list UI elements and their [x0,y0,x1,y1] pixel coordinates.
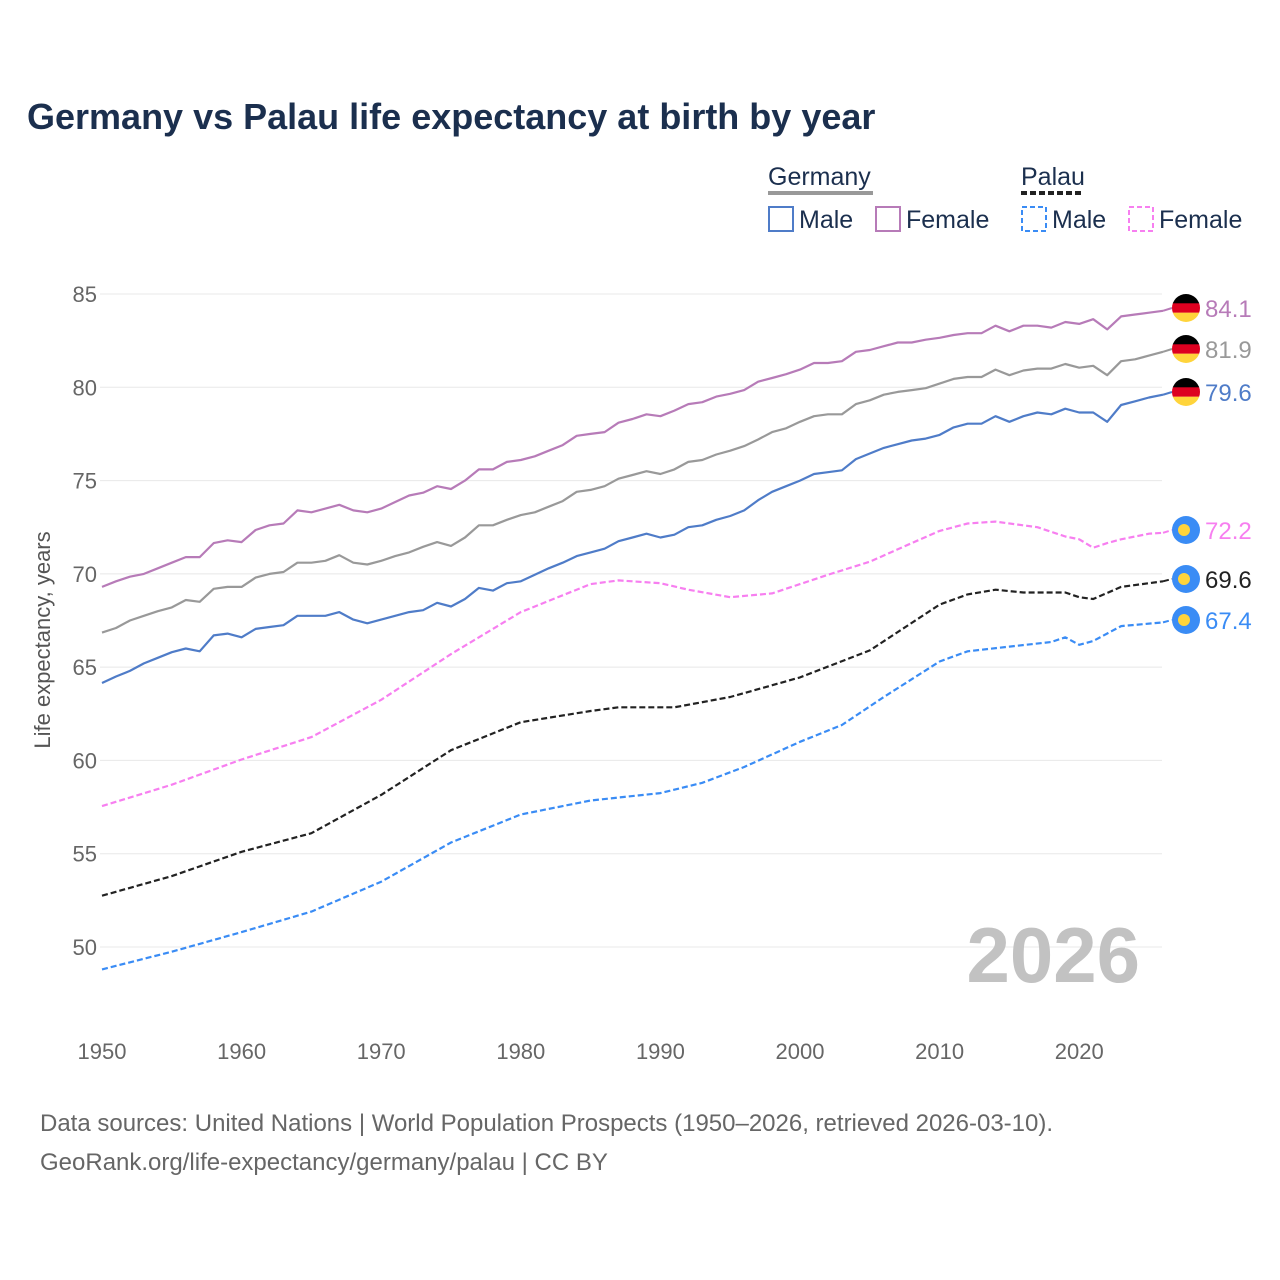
legend-palau-female-swatch [1128,206,1154,232]
y-tick-label: 85 [73,282,97,307]
y-tick-label: 55 [73,842,97,867]
end-connector [1162,307,1173,312]
y-tick-label: 75 [73,469,97,494]
legend-palau-male: Male [1052,206,1106,234]
end-value-label: 69.6 [1205,567,1252,594]
end-connector [1162,578,1173,583]
series-line-germany-total [101,350,1164,634]
y-tick-label: 80 [73,375,97,400]
end-value-label: 67.4 [1205,608,1252,635]
x-tick-label: 1980 [496,1039,545,1064]
x-tick-label: 2020 [1055,1039,1104,1064]
x-tick-label: 1970 [357,1039,406,1064]
end-connector [1162,619,1173,624]
y-tick-label: 70 [73,562,97,587]
legend-germany-male: Male [799,206,853,234]
year-watermark: 2026 [966,911,1140,999]
legend-germany-male-swatch [768,206,794,232]
x-tick-label: 2010 [915,1039,964,1064]
y-axis-label: Life expectancy, years [30,531,55,748]
legend-germany-female: Female [906,206,989,234]
x-tick-label: 1960 [217,1039,266,1064]
series-line-palau-male [101,621,1164,971]
end-connector [1162,391,1173,396]
germany-flag-icon [1172,378,1200,406]
chart-title: Germany vs Palau life expectancy at birt… [27,96,875,137]
series-line-palau-female [101,520,1164,808]
series-line-palau-total [101,580,1164,897]
end-connector [1162,348,1173,353]
y-tick-label: 65 [73,655,97,680]
palau-flag-icon [1172,606,1200,634]
palau-flag-icon [1172,516,1200,544]
legend-group-germany: Germany [768,163,871,191]
end-value-label: 84.1 [1205,296,1252,323]
y-tick-label: 60 [73,748,97,773]
legend: Germany Male Female Palau Male Female [768,163,1242,234]
palau-flag-icon [1172,565,1200,593]
x-tick-label: 1950 [78,1039,127,1064]
series-line-germany-female [101,309,1164,588]
source-line-2: GeoRank.org/life-expectancy/germany/pala… [40,1149,608,1176]
series-line-germany-male [101,393,1164,684]
end-value-label: 72.2 [1205,518,1252,545]
germany-flag-icon [1172,335,1200,363]
end-value-label: 79.6 [1205,380,1252,407]
x-tick-label: 2000 [776,1039,825,1064]
germany-flag-icon [1172,294,1200,322]
source-line-1: Data sources: United Nations | World Pop… [40,1110,1053,1137]
end-value-label: 81.9 [1205,337,1252,364]
legend-group-palau: Palau [1021,163,1085,191]
legend-germany-female-swatch [875,206,901,232]
end-connector [1162,529,1173,534]
legend-palau-female: Female [1159,206,1242,234]
x-tick-label: 1990 [636,1039,685,1064]
legend-palau-male-swatch [1021,206,1047,232]
y-tick-label: 50 [73,935,97,960]
